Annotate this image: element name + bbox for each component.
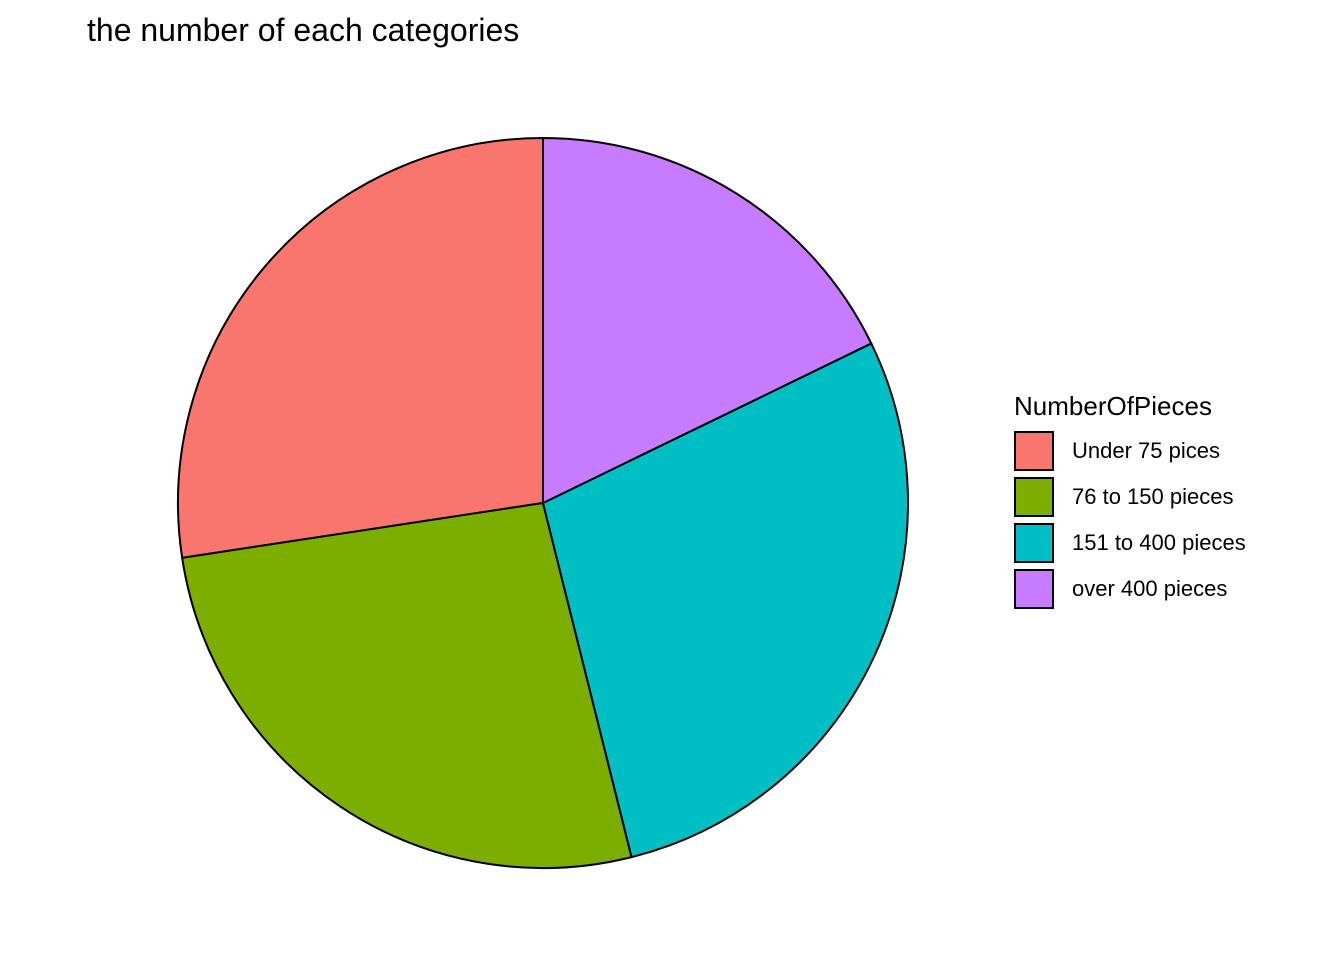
legend-label: over 400 pieces (1072, 576, 1228, 601)
legend-item: over 400 pieces (1014, 566, 1246, 612)
pie-slices (177, 137, 909, 869)
legend-title: NumberOfPieces (1014, 391, 1212, 421)
legend-item: 151 to 400 pieces (1014, 520, 1246, 566)
legend-key-swatch (1014, 523, 1054, 563)
legend-label: Under 75 pices (1072, 438, 1220, 463)
pie-slice-1 (177, 137, 544, 559)
legend-key-swatch (1014, 569, 1054, 609)
legend-key-swatch (1014, 477, 1054, 517)
chart-title: the number of each categories (87, 12, 520, 48)
pie-slice-3 (542, 342, 909, 859)
pie-slice-2 (181, 502, 633, 869)
legend-label: 76 to 150 pieces (1072, 484, 1234, 509)
legend-label: 151 to 400 pieces (1072, 530, 1246, 555)
legend-items: Under 75 pices 76 to 150 pieces 151 to 400… (1014, 428, 1246, 612)
legend-item: 76 to 150 pieces (1014, 474, 1246, 520)
legend-item: Under 75 pices (1014, 428, 1246, 474)
legend: NumberOfPieces Under 75 pices 76 to 150 p… (1014, 388, 1246, 612)
pie-slice-4 (542, 137, 873, 504)
legend-key-swatch (1014, 431, 1054, 471)
